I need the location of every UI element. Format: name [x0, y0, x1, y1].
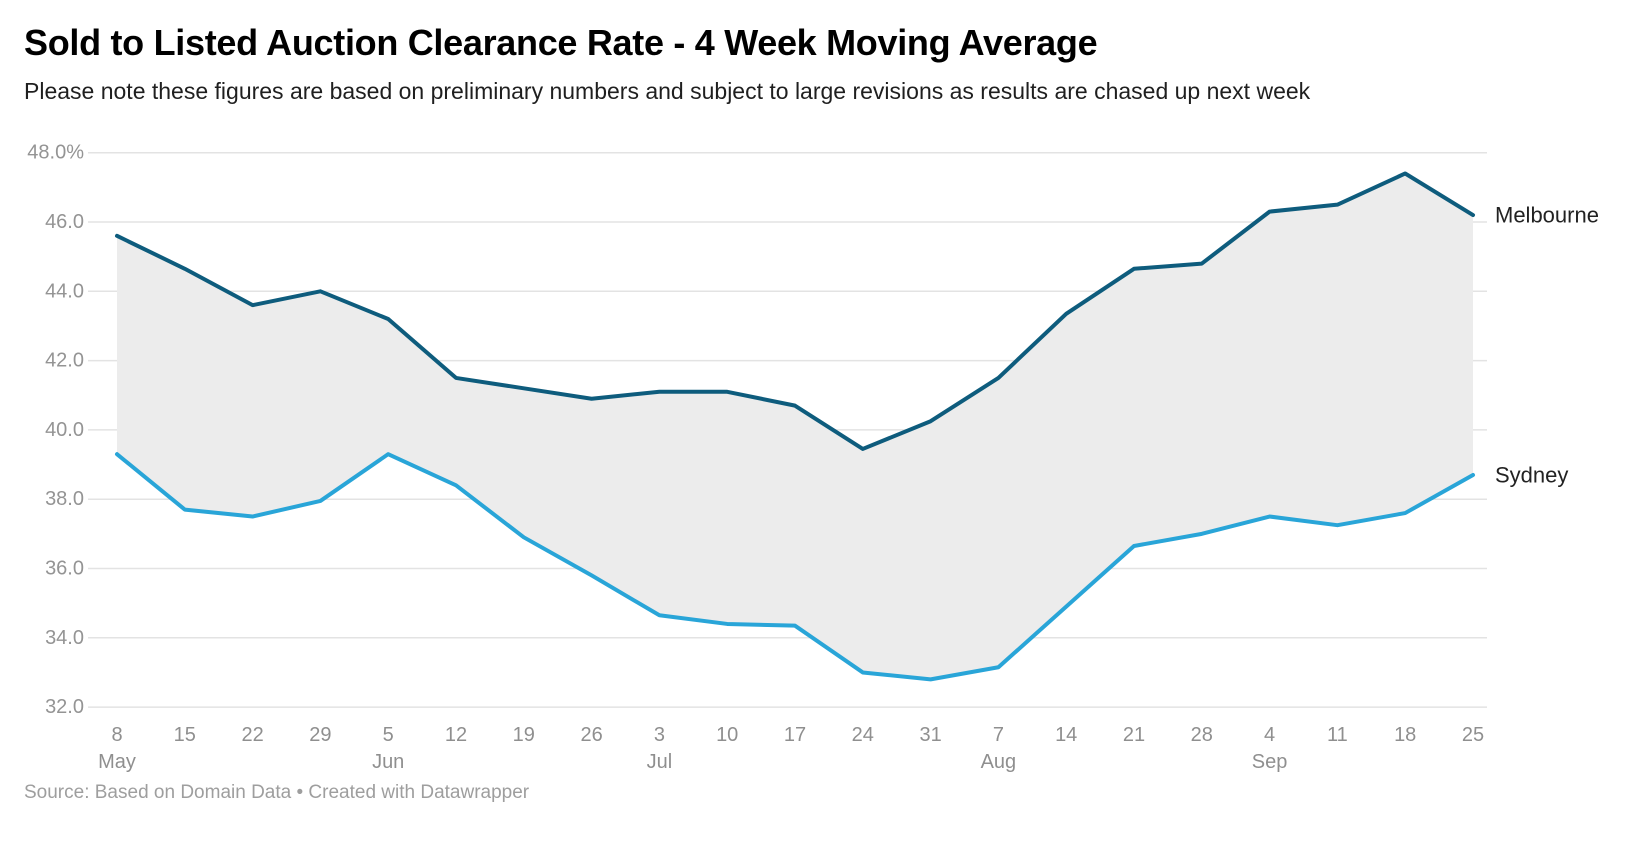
x-tick-label: 15: [174, 724, 196, 746]
y-tick-label: 44.0: [45, 280, 84, 302]
x-tick-label: 14: [1055, 724, 1077, 746]
x-tick-label: 29: [309, 724, 331, 746]
between-series-area: [117, 173, 1473, 680]
x-tick-label: 28: [1191, 724, 1213, 746]
melbourne-line: [115, 171, 1475, 451]
x-tick-label: 12: [445, 724, 467, 746]
x-tick-label: 31: [919, 724, 941, 746]
month-label: Sep: [1252, 751, 1288, 773]
month-label: Jul: [647, 751, 673, 773]
x-tick-label: 3: [654, 724, 665, 746]
series-label-melbourne: Melbourne: [1495, 203, 1599, 228]
x-axis-labels-group: 8 15 22 29 5 12 19 26 3 10 17 24 31 7 14 21 28 4 11 18 25 May…: [98, 724, 1484, 773]
chart-area: 48.0% 46.0 44.0 42.0 40.0 38.0 36.0 34.0 32.0 8 1…: [0, 136, 1640, 776]
source-attribution: Source: Based on Domain Data • Created w…: [24, 782, 530, 803]
chart-header: Sold to Listed Auction Clearance Rate - …: [0, 0, 1640, 106]
x-tick-label: 26: [580, 724, 602, 746]
x-tick-label: 4: [1264, 724, 1275, 746]
y-tick-label: 32.0: [45, 696, 84, 718]
x-tick-label: 19: [513, 724, 535, 746]
x-tick-label: 17: [784, 724, 806, 746]
y-tick-label: 34.0: [45, 627, 84, 649]
y-axis-labels-group: 48.0% 46.0 44.0 42.0 40.0 38.0 36.0 34.0 32.0: [27, 142, 84, 718]
y-tick-label: 40.0: [45, 419, 84, 441]
x-tick-label: 7: [993, 724, 1004, 746]
x-tick-label: 8: [111, 724, 122, 746]
series-label-sydney: Sydney: [1495, 462, 1568, 487]
y-tick-label: 38.0: [45, 488, 84, 510]
x-tick-label: 25: [1462, 724, 1484, 746]
chart-subtitle: Please note these figures are based on p…: [24, 78, 1311, 104]
x-tick-label: 24: [852, 724, 874, 746]
y-tick-label: 42.0: [45, 350, 84, 372]
sydney-line: [115, 452, 1475, 682]
plot-series-group: [115, 171, 1475, 682]
month-label: Jun: [372, 751, 404, 773]
x-tick-label: 22: [241, 724, 263, 746]
month-label: May: [98, 751, 136, 773]
chart-title: Sold to Listed Auction Clearance Rate - …: [24, 22, 1098, 63]
x-tick-label: 21: [1123, 724, 1145, 746]
x-tick-label: 5: [383, 724, 394, 746]
y-tick-label: 36.0: [45, 558, 84, 580]
month-label: Aug: [981, 751, 1017, 773]
y-tick-label: 48.0%: [27, 142, 84, 164]
x-tick-label: 10: [716, 724, 738, 746]
x-tick-label: 18: [1394, 724, 1416, 746]
y-tick-label: 46.0: [45, 211, 84, 233]
line-chart-svg: 48.0% 46.0 44.0 42.0 40.0 38.0 36.0 34.0 32.0 8 1…: [27, 142, 1599, 773]
x-tick-label: 11: [1327, 724, 1348, 746]
